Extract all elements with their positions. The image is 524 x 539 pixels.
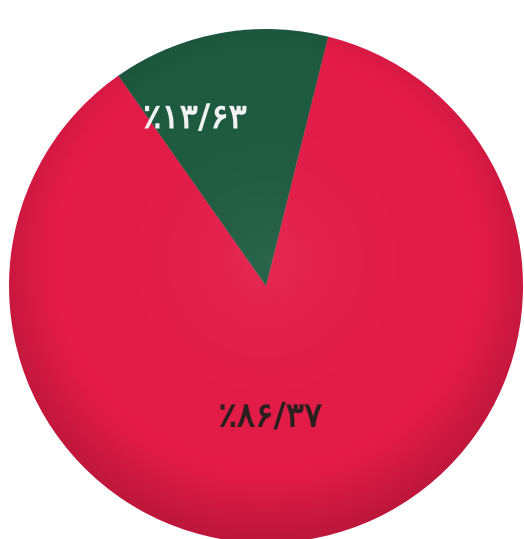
pie-slice-label-2: ٪۱۳/۶۳: [143, 97, 247, 137]
pie-slice-label-1: ٪۸۶/۳۷: [219, 395, 323, 435]
slices-layer: [9, 29, 523, 539]
labels-layer: ٪۸۶/۳۷ ٪۱۳/۶۳: [143, 97, 323, 435]
